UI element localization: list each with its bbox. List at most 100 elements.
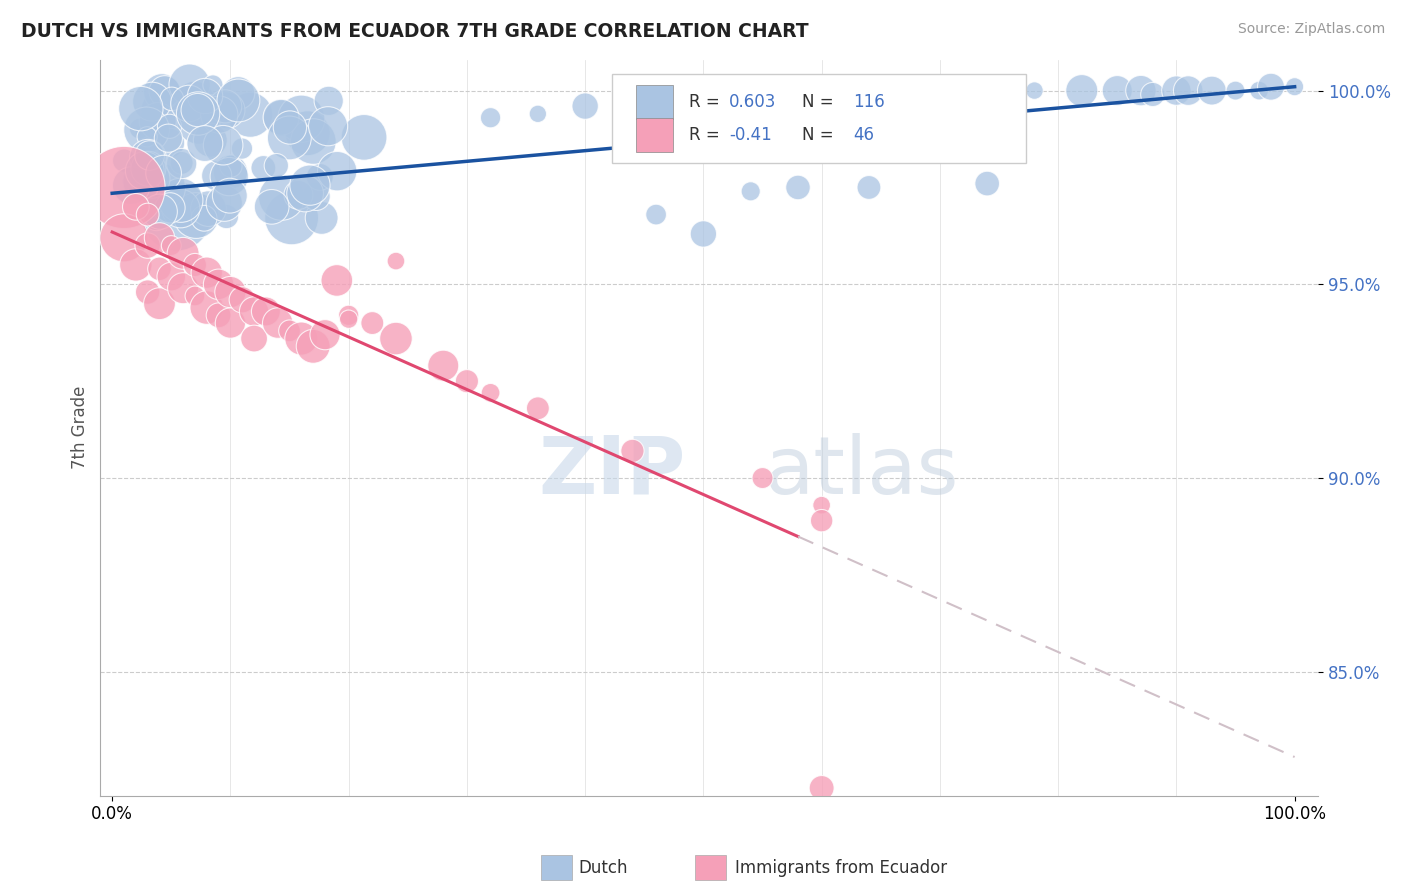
Point (810, 498, 832, 512)
Point (254, 304, 277, 318)
Point (231, 142, 253, 156)
Point (290, 112, 312, 126)
Text: R =: R = (689, 94, 724, 112)
Point (160, 92, 183, 106)
Point (305, 189, 328, 203)
Point (153, 84, 176, 98)
Point (1249, 84, 1271, 98)
Point (311, 211, 333, 225)
Point (1260, 79, 1282, 94)
Point (243, 304, 266, 318)
Point (215, 210, 238, 224)
Point (270, 110, 292, 124)
Point (125, 200, 148, 214)
Point (170, 156, 193, 170)
Point (159, 136, 181, 150)
Point (297, 126, 319, 140)
Point (574, 99, 596, 113)
Point (243, 332, 266, 346)
Point (194, 89, 217, 103)
Point (112, 180, 135, 194)
Point (136, 238, 159, 252)
Point (1201, 84, 1223, 98)
Point (215, 103, 238, 118)
Point (298, 178, 321, 193)
Point (136, 208, 159, 222)
Point (186, 102, 208, 116)
Point (214, 99, 236, 113)
Point (134, 164, 156, 178)
Point (278, 120, 301, 135)
Point (194, 136, 217, 151)
Point (302, 339, 325, 353)
Point (148, 231, 170, 245)
Point (160, 269, 183, 284)
Point (976, 177, 998, 191)
Point (740, 87, 762, 102)
Point (266, 159, 288, 173)
Point (278, 324, 301, 338)
Point (135, 123, 157, 137)
Point (692, 227, 714, 241)
Point (226, 86, 249, 100)
Point (159, 120, 181, 134)
Point (751, 471, 773, 485)
Text: R =: R = (689, 126, 724, 144)
Point (316, 120, 339, 134)
Point (479, 111, 502, 125)
Point (1284, 79, 1306, 94)
Point (267, 316, 290, 330)
Point (184, 209, 207, 223)
Text: 46: 46 (853, 126, 875, 144)
Text: atlas: atlas (763, 433, 959, 511)
Point (208, 108, 231, 122)
Point (197, 202, 219, 216)
Point (270, 190, 292, 204)
Point (1177, 84, 1199, 98)
Point (668, 91, 690, 105)
FancyBboxPatch shape (612, 74, 1026, 162)
Point (231, 293, 253, 307)
Point (131, 174, 153, 188)
Point (139, 172, 162, 186)
Point (146, 114, 169, 128)
Point (314, 327, 336, 342)
Text: N =: N = (801, 94, 839, 112)
Text: Source: ZipAtlas.com: Source: ZipAtlas.com (1237, 22, 1385, 37)
Point (187, 103, 209, 117)
Point (361, 316, 384, 330)
Point (112, 153, 135, 168)
Point (160, 238, 183, 252)
Point (1129, 84, 1152, 98)
Point (128, 121, 150, 136)
Point (170, 156, 193, 170)
Point (136, 151, 159, 165)
Point (810, 514, 832, 528)
Point (177, 96, 200, 111)
Y-axis label: 7th Grade: 7th Grade (72, 386, 89, 469)
FancyBboxPatch shape (637, 118, 673, 152)
Point (294, 186, 316, 201)
Point (120, 178, 142, 193)
Point (170, 193, 193, 207)
Point (112, 231, 135, 245)
Point (810, 780, 832, 795)
Point (527, 401, 550, 416)
Point (479, 385, 502, 400)
Point (212, 138, 235, 153)
FancyBboxPatch shape (637, 86, 673, 120)
Point (239, 108, 262, 122)
Point (326, 273, 349, 287)
Point (136, 180, 159, 194)
Point (218, 169, 240, 184)
Point (195, 266, 218, 280)
Point (432, 359, 454, 373)
Point (207, 308, 229, 322)
Point (195, 301, 218, 315)
Point (290, 332, 312, 346)
Point (138, 148, 160, 162)
Point (527, 107, 550, 121)
Point (152, 103, 174, 118)
Point (1070, 84, 1092, 98)
Text: 116: 116 (853, 94, 884, 112)
